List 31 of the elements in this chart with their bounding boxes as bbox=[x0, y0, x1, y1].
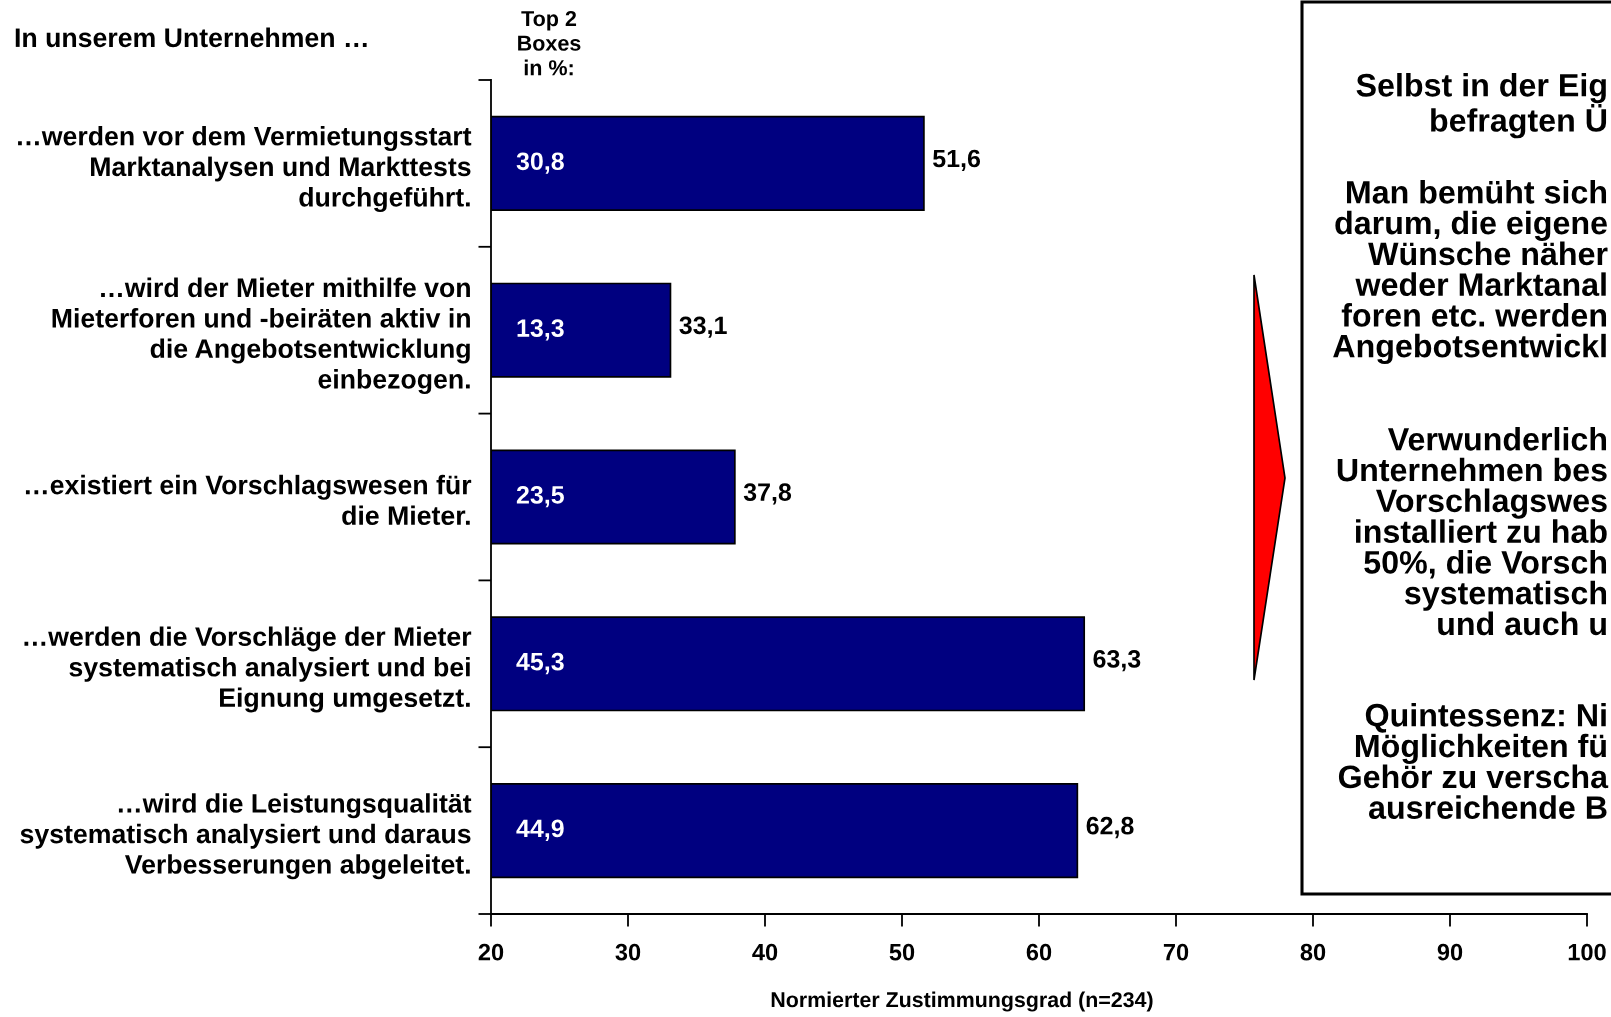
x-tick-label: 30 bbox=[615, 943, 641, 961]
data-label: 33,1 bbox=[679, 316, 727, 338]
text: In unserem Unternehmen … bbox=[15, 27, 367, 48]
x-tick-label: 50 bbox=[889, 943, 915, 961]
y-tick-label: …werden vor dem Vermietungsstart Marktanalysen und Markttests durchgeführt. bbox=[18, 126, 472, 213]
y-tick-label: …existiert ein Vorschlagswesen für die Mieter. bbox=[25, 474, 472, 526]
annotation: 45,3 bbox=[516, 652, 564, 675]
annotation: 23,5 bbox=[516, 486, 564, 508]
y-tick-label: …wird die Leistungsqualität systematisch analysiert und daraus Verbesserungen abgeleitet. bbox=[20, 793, 472, 880]
data-label: 62,8 bbox=[1086, 816, 1134, 839]
x-tick-label: 40 bbox=[752, 943, 778, 961]
annotation: Man bemüht sich darum, die eigene Wünsche näher weder Marktanal foren etc. werden Angebotsentwickl bbox=[1333, 180, 1608, 365]
annotation: 30,8 bbox=[516, 152, 564, 174]
x-tick-label: 60 bbox=[1026, 943, 1052, 961]
data-label: 51,6 bbox=[933, 149, 981, 171]
annotation: Selbst in der Eig befragten Ü bbox=[1356, 73, 1607, 139]
y-tick-label: …werden die Vorschläge der Mieter systematisch analysiert und bei Eignung umgesetzt. bbox=[24, 626, 472, 713]
x-axis-title: Normierter Zustimmungsgrad (n=234) bbox=[771, 991, 1153, 1012]
x-tick-label: 90 bbox=[1437, 943, 1463, 961]
annotation: Verwunderlich Unternehmen bes Vorschlagswes installiert zu hab 50%, die Vorsch systematisch und auch u bbox=[1337, 427, 1607, 636]
x-tick-label: 20 bbox=[478, 943, 504, 961]
data-label: 63,3 bbox=[1093, 650, 1141, 672]
y-tick-label: …wird der Mieter mithilfe von Mieterforen und -beiräten aktiv in die Angebotsentwicklung einbezogen. bbox=[52, 277, 470, 395]
x-tick-label: 70 bbox=[1163, 943, 1189, 961]
annotation: Quintessenz: Ni Möglichkeiten fü Gehör zu verscha ausreichende B bbox=[1338, 703, 1609, 820]
x-tick-label: 100 bbox=[1568, 943, 1606, 961]
annotation: Top 2 Boxes in %: bbox=[518, 10, 581, 76]
annotation: 44,9 bbox=[516, 819, 564, 841]
data-label: 37,8 bbox=[743, 483, 792, 505]
x-tick-label: 80 bbox=[1300, 943, 1326, 961]
annotation: 13,3 bbox=[517, 319, 564, 341]
